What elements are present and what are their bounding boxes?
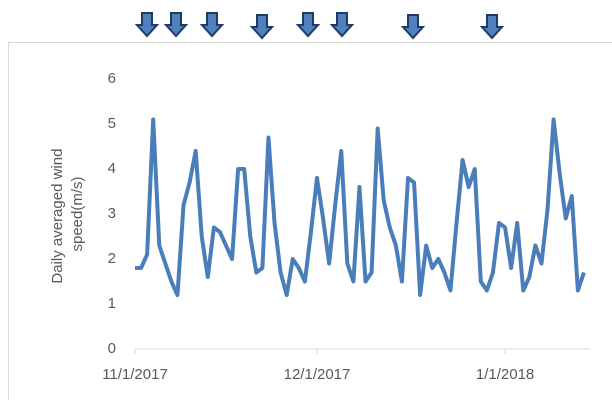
y-tick-label: 6	[108, 70, 116, 87]
y-tick-label: 5	[108, 115, 116, 132]
y-tick-label: 2	[108, 250, 116, 267]
event-arrow	[331, 12, 353, 37]
x-tick-label: 11/1/2017	[102, 366, 168, 383]
y-axis-title: Daily averaged wind speed(m/s)	[49, 144, 86, 283]
event-arrow	[136, 12, 158, 37]
event-arrow	[201, 12, 223, 37]
event-arrow	[251, 14, 273, 39]
y-axis-title-line: Daily averaged wind	[49, 149, 66, 284]
event-markers	[136, 12, 503, 39]
chart-border	[8, 42, 612, 400]
data-line	[135, 117, 586, 297]
y-tick-label: 1	[108, 295, 116, 312]
x-tick-label: 12/1/2017	[284, 366, 351, 383]
y-tick-label: 0	[108, 340, 116, 357]
y-axis-title-line: speed(m/s)	[69, 176, 86, 251]
x-tick-label: 1/1/2018	[476, 366, 534, 383]
event-arrow	[481, 14, 503, 39]
event-arrow	[402, 14, 424, 39]
y-tick-label: 4	[108, 160, 116, 177]
event-arrow	[165, 12, 187, 37]
event-arrow	[297, 12, 319, 37]
y-tick-label: 3	[108, 205, 116, 222]
